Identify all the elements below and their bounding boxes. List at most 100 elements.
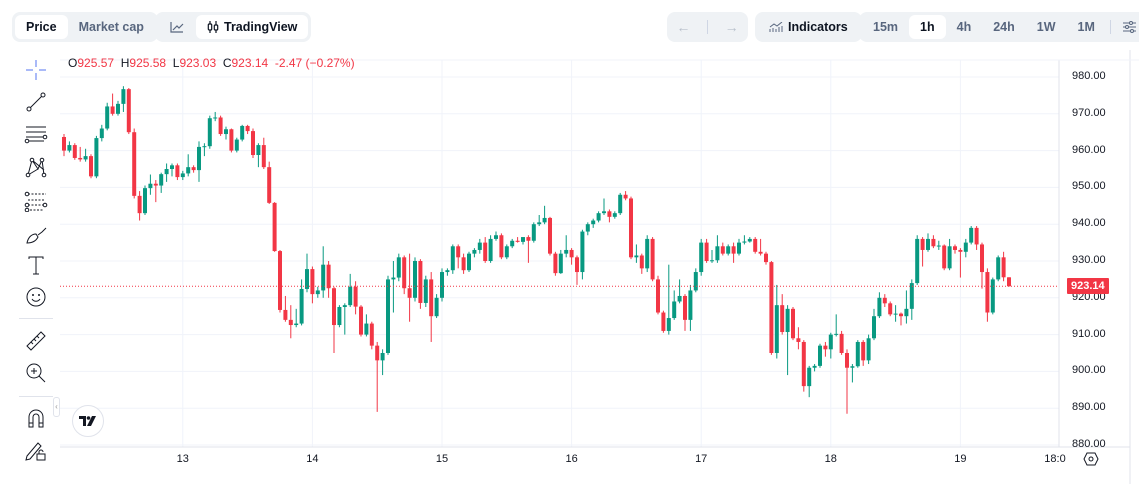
- candle-body: [110, 106, 115, 114]
- candle: [305, 253, 309, 293]
- candle: [504, 244, 509, 260]
- candle: [294, 308, 299, 328]
- candle: [866, 334, 871, 365]
- candle: [791, 307, 795, 341]
- candle: [715, 235, 720, 263]
- candle-body: [499, 235, 504, 258]
- arrow-right-icon[interactable]: →: [724, 19, 739, 35]
- candle-body: [801, 341, 806, 387]
- trend-line-tool[interactable]: [22, 88, 50, 116]
- candle: [580, 229, 585, 280]
- candle-body: [990, 279, 995, 313]
- ruler-tool[interactable]: [22, 327, 50, 355]
- candle-body: [72, 145, 77, 158]
- candle: [342, 303, 347, 335]
- candle-body: [904, 308, 909, 317]
- candle-body: [159, 174, 164, 186]
- candle: [850, 364, 855, 383]
- candle: [666, 264, 671, 335]
- candle-body: [305, 269, 309, 289]
- candle: [159, 172, 164, 193]
- x-tick-label: 15: [435, 453, 449, 465]
- chart-settings-button[interactable]: [1115, 15, 1139, 39]
- candle-body: [791, 308, 795, 339]
- candle-body: [834, 333, 839, 335]
- candle: [963, 238, 968, 258]
- magnet-tool[interactable]: [22, 404, 50, 432]
- emoji-tool[interactable]: [22, 283, 50, 311]
- text-tool[interactable]: [22, 251, 50, 279]
- zoom-in-icon: [26, 363, 46, 383]
- candle: [72, 143, 77, 160]
- candle: [234, 137, 239, 153]
- candle-body: [758, 251, 763, 254]
- candle-body: [445, 270, 450, 273]
- timeframe-1h[interactable]: 1h: [909, 15, 946, 39]
- timeframe-15m[interactable]: 15m: [873, 20, 899, 34]
- candle: [332, 286, 336, 353]
- collapse-toolbar-handle[interactable]: ‹: [53, 397, 60, 417]
- candle: [62, 134, 66, 157]
- tradingview-button[interactable]: TradingView: [196, 15, 309, 39]
- candle-body: [947, 246, 952, 269]
- candle-body: [677, 295, 682, 302]
- candle-body: [564, 249, 569, 254]
- line-chart-button[interactable]: [158, 15, 196, 39]
- candle: [623, 191, 628, 201]
- candle-body: [407, 288, 412, 298]
- candle: [839, 330, 844, 355]
- candle-body: [191, 167, 196, 171]
- candle: [1001, 251, 1006, 282]
- candle-body: [126, 89, 131, 133]
- y-tick-label: 950.00: [1072, 180, 1106, 193]
- pattern-tool[interactable]: [22, 153, 50, 181]
- candle-body: [337, 307, 342, 326]
- horizontal-lines-tool[interactable]: [22, 120, 50, 148]
- timeframe-4h[interactable]: 4h: [956, 20, 972, 34]
- candle: [823, 341, 828, 357]
- candle-body: [467, 253, 471, 271]
- zoom-in-tool[interactable]: [22, 359, 50, 387]
- candle-body: [974, 227, 979, 245]
- candle: [348, 273, 353, 307]
- candle: [143, 185, 147, 215]
- candle: [450, 244, 455, 274]
- candle-body: [461, 257, 466, 271]
- candle: [326, 261, 331, 298]
- candle: [218, 115, 223, 136]
- candle-body: [504, 246, 509, 258]
- candle-body: [985, 272, 990, 313]
- candle-body: [531, 224, 536, 241]
- axis-settings-icon[interactable]: [1083, 452, 1099, 471]
- candle: [132, 128, 137, 199]
- candle-body: [693, 272, 698, 291]
- candle: [299, 279, 304, 326]
- candle: [953, 244, 957, 254]
- timeframe-1m[interactable]: 1M: [1077, 20, 1095, 34]
- candles-icon: [207, 21, 219, 33]
- high-value: 925.58: [129, 56, 167, 70]
- candle-body: [180, 173, 185, 178]
- tradingview-label: TradingView: [224, 20, 298, 34]
- crosshair-tool[interactable]: [22, 56, 50, 84]
- tab-market-cap[interactable]: Market cap: [78, 20, 144, 34]
- indicators-button[interactable]: Indicators: [755, 12, 862, 42]
- candle: [456, 244, 461, 269]
- arrow-left-icon[interactable]: ←: [676, 19, 691, 35]
- candle: [564, 235, 569, 258]
- x-tick-label: 14: [306, 453, 319, 465]
- timeframe-1w[interactable]: 1W: [1036, 20, 1056, 34]
- tradingview-logo[interactable]: [72, 405, 104, 437]
- indicators-label: Indicators: [788, 20, 848, 34]
- lock-drawing-tool[interactable]: [22, 437, 50, 465]
- brush-tool[interactable]: [22, 221, 50, 249]
- fib-tool[interactable]: [22, 187, 50, 215]
- timeframe-24h[interactable]: 24h: [993, 20, 1015, 34]
- candle: [494, 231, 498, 241]
- tab-price[interactable]: Price: [15, 15, 68, 39]
- candle-body: [67, 145, 72, 151]
- candle: [861, 340, 866, 366]
- candle-body: [148, 183, 153, 189]
- candle: [780, 294, 785, 335]
